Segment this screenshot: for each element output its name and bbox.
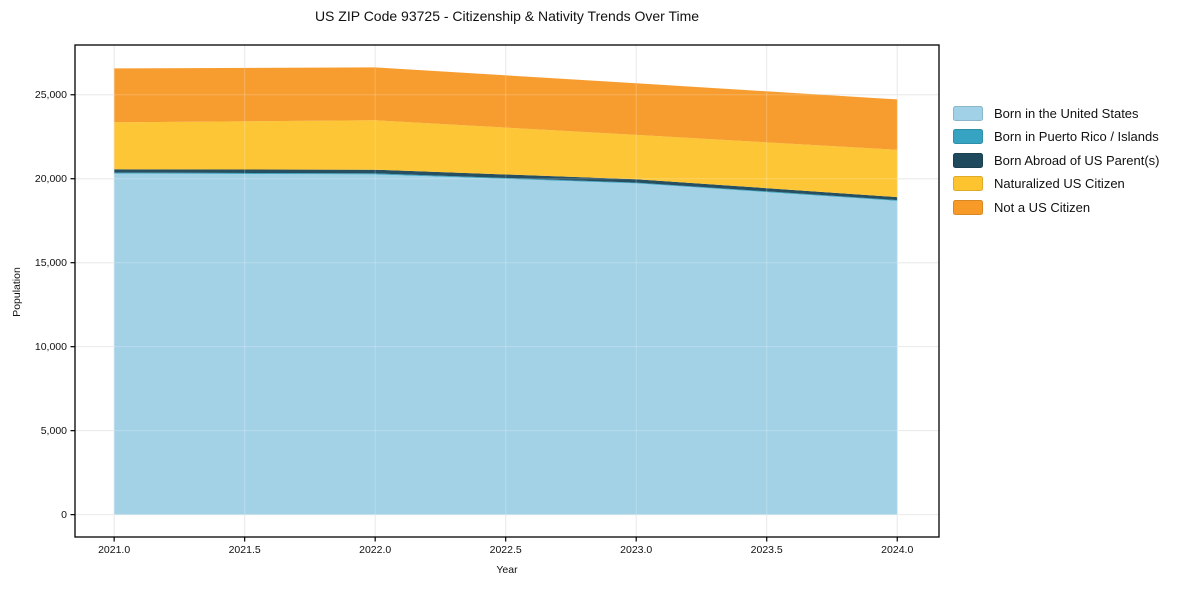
y-tick-label: 25,000	[35, 89, 67, 101]
legend-swatch-icon	[953, 176, 983, 192]
x-tick-label: 2024.0	[881, 544, 913, 556]
x-tick-label: 2021.0	[98, 544, 130, 556]
legend-swatch-icon	[953, 199, 983, 215]
legend-item-born-abroad-of-us-parent-s: Born Abroad of US Parent(s)	[953, 152, 1160, 168]
x-axis-label: Year	[496, 564, 518, 576]
legend-swatch-icon	[953, 152, 983, 168]
x-tick-label: 2022.0	[359, 544, 391, 556]
legend-item-naturalized-us-citizen: Naturalized US Citizen	[953, 176, 1159, 192]
plot-border	[74, 44, 940, 538]
x-tick-label: 2023.0	[620, 544, 652, 556]
area-born-in-puerto-rico-islands	[114, 172, 898, 201]
x-tick-label: 2023.5	[751, 544, 783, 556]
legend-label: Born in Puerto Rico / Islands	[994, 129, 1159, 145]
area-naturalized-us-citizen	[114, 120, 898, 198]
y-tick-label: 5,000	[41, 425, 67, 437]
chart-title: US ZIP Code 93725 - Citizenship & Nativi…	[314, 8, 700, 24]
legend-label: Born Abroad of US Parent(s)	[994, 152, 1160, 168]
y-axis-label: Population	[11, 267, 23, 317]
y-tick-label: 15,000	[35, 257, 67, 269]
area-not-a-us-citizen	[114, 67, 898, 150]
legend-label: Not a US Citizen	[994, 199, 1091, 215]
legend-item-born-in-puerto-rico-islands: Born in Puerto Rico / Islands	[953, 129, 1159, 145]
x-tick-label: 2021.5	[229, 544, 261, 556]
x-tick-label: 2022.5	[490, 544, 522, 556]
area-born-in-the-united-states	[114, 173, 898, 515]
y-tick-label: 20,000	[35, 173, 67, 185]
legend-label: Naturalized US Citizen	[994, 176, 1125, 192]
legend-item-born-in-the-united-states: Born in the United States	[953, 106, 1159, 121]
legend-item-not-a-us-citizen: Not a US Citizen	[953, 199, 1159, 215]
area-born-abroad-of-us-parent-s	[114, 169, 898, 201]
legend-swatch-icon	[953, 106, 983, 121]
legend: Born in the United States Born in Puerto …	[953, 106, 1159, 223]
legend-label: Born in the United States	[994, 106, 1139, 121]
y-tick-label: 0	[61, 509, 67, 521]
legend-swatch-icon	[953, 129, 983, 145]
y-tick-label: 10,000	[35, 341, 67, 353]
